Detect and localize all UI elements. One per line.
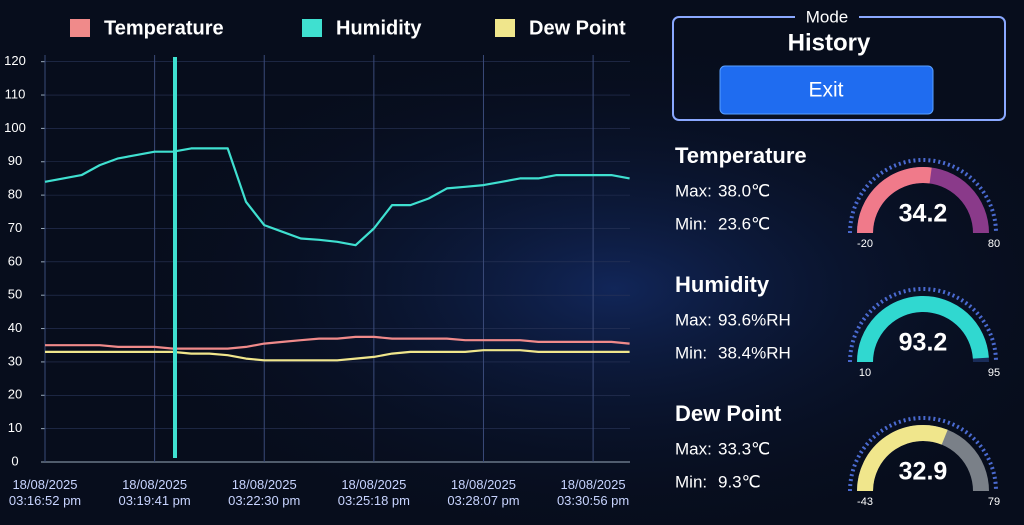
x-tick-label: 18/08/2025 03:22:30 pm bbox=[228, 477, 301, 508]
gauge-value: 34.2 bbox=[899, 200, 948, 228]
series-line bbox=[45, 349, 630, 362]
legend-swatch bbox=[302, 19, 322, 37]
panel-title: Humidity bbox=[675, 272, 770, 297]
y-tick-label: 10 bbox=[8, 420, 22, 435]
panel-title: Dew Point bbox=[675, 401, 782, 426]
mode-value: History bbox=[788, 29, 871, 56]
gauge-max: 80 bbox=[988, 238, 1000, 250]
y-tick-label: 0 bbox=[11, 453, 18, 468]
gauge-ring bbox=[848, 287, 998, 363]
exit-button-label[interactable]: Exit bbox=[808, 79, 843, 102]
x-tick-label: 18/08/2025 03:28:07 pm bbox=[447, 477, 520, 508]
legend-swatch bbox=[70, 19, 90, 37]
x-tick-label: 18/08/2025 03:16:52 pm bbox=[8, 477, 82, 508]
legend-label: Dew Point bbox=[529, 17, 626, 39]
legend-label: Temperature bbox=[104, 17, 224, 39]
gauge-ring bbox=[848, 416, 998, 492]
max-label: Max: bbox=[675, 181, 712, 200]
y-tick-label: 40 bbox=[8, 320, 22, 335]
gauge-value: 93.2 bbox=[899, 329, 948, 357]
gauge-fill bbox=[857, 167, 932, 234]
y-tick-label: 90 bbox=[8, 153, 22, 168]
y-tick-label: 80 bbox=[8, 187, 22, 202]
y-tick-label: 110 bbox=[5, 86, 26, 101]
panel-title: Temperature bbox=[675, 143, 807, 168]
gauge-max: 79 bbox=[988, 496, 1000, 508]
max-value: 33.3℃ bbox=[718, 439, 770, 458]
legend-swatch bbox=[495, 19, 515, 37]
mode-label-bg bbox=[795, 8, 859, 28]
exit-button[interactable] bbox=[719, 65, 934, 115]
gauge-min: 10 bbox=[859, 367, 871, 379]
legend-label: Humidity bbox=[336, 17, 422, 39]
y-tick-label: 50 bbox=[8, 287, 22, 302]
gauge-value: 32.9 bbox=[899, 458, 948, 486]
max-value: 38.0℃ bbox=[718, 181, 770, 200]
min-label: Min: bbox=[675, 214, 707, 233]
mode-label: Mode bbox=[806, 7, 849, 26]
y-tick-label: 30 bbox=[8, 353, 22, 368]
min-value: 38.4%RH bbox=[718, 343, 791, 362]
x-tick-label: 18/08/2025 03:19:41 pm bbox=[118, 477, 191, 508]
min-value: 9.3℃ bbox=[718, 472, 761, 491]
min-value: 23.6℃ bbox=[718, 214, 770, 233]
gauge-max: 95 bbox=[988, 367, 1000, 379]
y-tick-label: 60 bbox=[8, 253, 22, 268]
y-tick-label: 70 bbox=[8, 220, 22, 235]
max-label: Max: bbox=[675, 310, 712, 329]
min-label: Min: bbox=[675, 343, 707, 362]
y-tick-label: 100 bbox=[4, 120, 26, 135]
gauge-ring bbox=[848, 158, 998, 234]
series-line bbox=[44, 147, 630, 247]
series-line bbox=[45, 335, 630, 350]
gauge-fill bbox=[857, 296, 989, 363]
x-tick-label: 18/08/2025 03:30:56 pm bbox=[556, 477, 630, 508]
gauge-fill bbox=[857, 425, 948, 492]
y-tick-label: 20 bbox=[8, 387, 22, 402]
y-tick-label: 120 bbox=[4, 53, 26, 68]
gauge-min: -20 bbox=[857, 238, 873, 250]
max-value: 93.6%RH bbox=[718, 310, 791, 329]
x-tick-label: 18/08/2025 03:25:18 pm bbox=[337, 477, 410, 508]
gauge-min: -43 bbox=[857, 496, 873, 508]
max-label: Max: bbox=[675, 439, 712, 458]
min-label: Min: bbox=[675, 472, 707, 491]
